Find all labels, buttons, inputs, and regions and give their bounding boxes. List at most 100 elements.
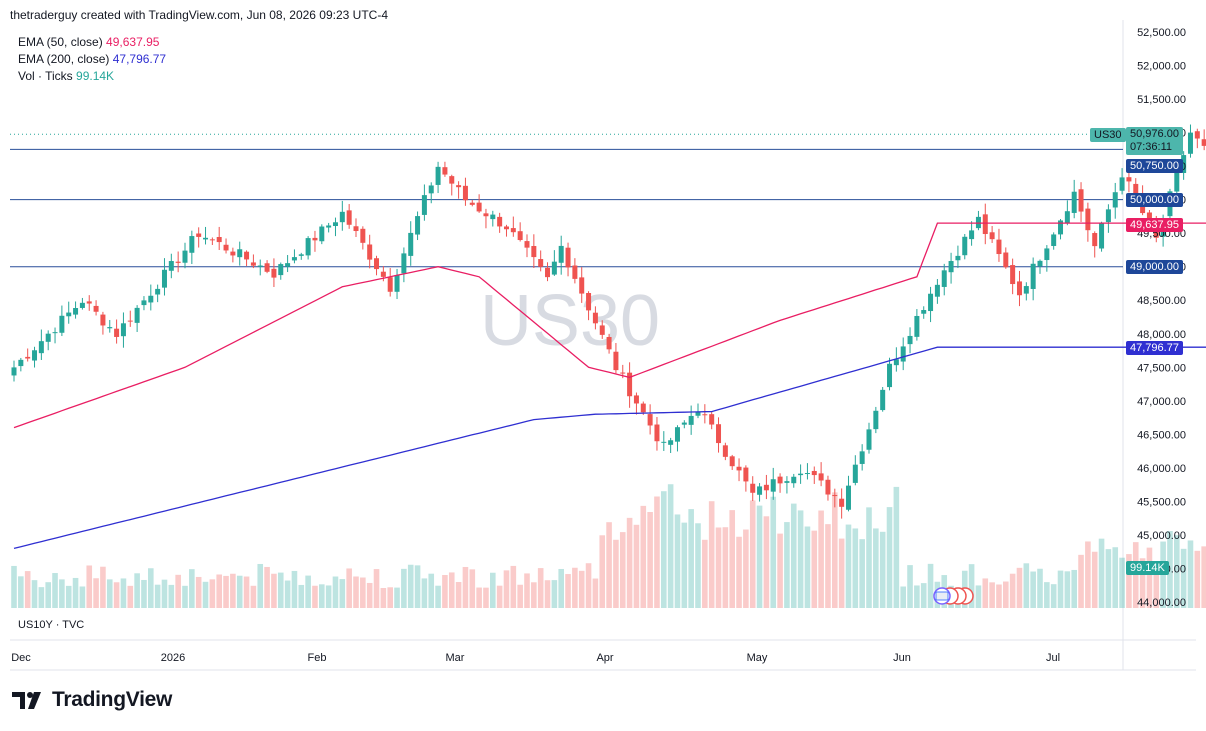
volume-bar: [1180, 548, 1187, 608]
x-tick-label: Jul: [1046, 652, 1060, 664]
volume-bar: [1030, 571, 1036, 608]
candle-body: [339, 211, 345, 223]
volume-bar: [1037, 568, 1043, 608]
volume-bar: [435, 585, 441, 608]
candle-body: [613, 351, 619, 371]
volume-bar: [1119, 557, 1125, 608]
x-tick-label: Jun: [893, 652, 911, 664]
legend-ema200[interactable]: EMA (200, close) 47,796.77: [18, 52, 167, 66]
volume-bar: [38, 587, 45, 608]
volume-bar: [490, 572, 496, 608]
x-tick-label: 2026: [161, 652, 185, 664]
candle-body: [223, 244, 229, 251]
volume-bar: [209, 579, 216, 608]
candle-body: [1003, 252, 1009, 268]
candle-body: [750, 483, 756, 493]
y-tick-label: 45,000.00: [1137, 530, 1186, 542]
volume-bar: [866, 507, 872, 608]
volume-bar: [141, 579, 147, 608]
economic-events-icon[interactable]: [933, 587, 974, 605]
candle-body: [11, 367, 17, 376]
legend-ema50[interactable]: EMA (50, close) 49,637.95: [18, 35, 160, 49]
volume-bar: [558, 568, 564, 608]
x-tick-label: Apr: [596, 652, 613, 664]
candle-body: [1126, 177, 1132, 182]
volume-bar: [236, 575, 243, 608]
candle-body: [367, 244, 373, 260]
volume-bar: [770, 496, 777, 608]
volume-bar: [195, 576, 202, 608]
candle-body: [1187, 132, 1193, 154]
volume-bar: [11, 565, 17, 608]
volume-bar: [592, 578, 599, 608]
volume-bar: [729, 510, 735, 608]
volume-bar: [148, 568, 154, 608]
level-badge-50750: 50,750.00: [1126, 159, 1183, 173]
volume-bar: [230, 573, 236, 608]
volume-bar: [900, 586, 906, 608]
legend-volume[interactable]: Vol · Ticks 99.14K: [18, 69, 115, 83]
volume-bar: [852, 528, 859, 608]
volume-bar: [59, 579, 65, 608]
candle-body: [709, 414, 715, 425]
candle-body: [291, 257, 297, 261]
candle-body: [948, 261, 954, 273]
volume-bar: [784, 522, 790, 608]
candle-body: [415, 216, 421, 235]
volume-bar: [982, 578, 989, 608]
volume-bar: [927, 563, 934, 608]
candle-body: [257, 265, 263, 267]
candle-body: [148, 295, 154, 303]
candle-body: [674, 427, 680, 442]
volume-bar: [127, 585, 134, 608]
volume-bar: [708, 501, 715, 608]
volume-bar: [702, 539, 708, 608]
candle-body: [928, 293, 934, 312]
candle-body: [332, 222, 338, 227]
volume-bar: [189, 569, 195, 608]
volume-bar: [585, 563, 592, 608]
candle-body: [620, 372, 626, 374]
volume-bar: [845, 524, 852, 608]
candle-body: [804, 473, 810, 475]
candle-body: [1194, 131, 1200, 139]
compare-symbol-label[interactable]: US10Y · TVC: [18, 619, 85, 631]
ema200-line: [13, 346, 1206, 550]
candle-body: [1016, 281, 1022, 296]
candle-body: [38, 341, 44, 354]
candle-body: [592, 312, 598, 324]
volume-bar: [442, 575, 448, 608]
ema50-badge: 49,637.95: [1126, 218, 1183, 232]
volume-bar: [517, 584, 523, 608]
volume-bar: [804, 526, 811, 608]
volume-bar: [1112, 547, 1119, 608]
y-tick-label: 47,000.00: [1137, 396, 1186, 408]
tradingview-logo-icon: [12, 692, 41, 709]
candle-body: [497, 216, 503, 227]
candle-body: [887, 363, 893, 388]
volume-bar: [681, 522, 688, 608]
candle-body: [134, 307, 140, 323]
candle-body: [264, 263, 270, 272]
volume-bar: [654, 496, 660, 608]
candle-body: [681, 422, 687, 425]
candle-body: [1023, 286, 1029, 294]
candle-body: [18, 359, 24, 367]
candle-body: [1174, 170, 1180, 192]
candle-body: [702, 414, 708, 416]
symbol-tag: US30: [1090, 128, 1126, 142]
tradingview-logo[interactable]: TradingView: [12, 688, 172, 712]
ema50-line: [13, 222, 1206, 429]
volume-bar: [859, 539, 865, 608]
candle-body: [298, 254, 304, 256]
symbol-watermark: US30: [480, 281, 660, 361]
candle-body: [442, 167, 448, 175]
volume-bar: [223, 575, 229, 608]
volume-bar: [312, 585, 318, 608]
candle-body: [579, 277, 585, 294]
volume-bar: [1003, 581, 1009, 608]
candle-body: [599, 325, 605, 335]
volume-bar: [907, 565, 913, 608]
candle-body: [784, 481, 790, 483]
